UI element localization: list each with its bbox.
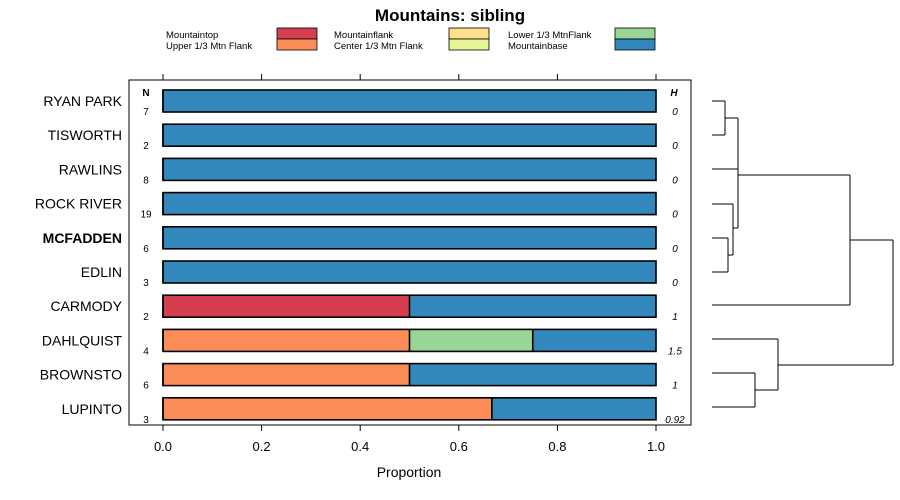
- x-tick-label: 0.4: [351, 439, 369, 454]
- bar-segment: [163, 192, 656, 215]
- legend-swatch: [276, 27, 318, 40]
- legend-swatch: [448, 27, 490, 40]
- bar-segment: [409, 363, 656, 386]
- bar-segment: [163, 90, 656, 112]
- rows: RYAN PARK 7 0 TISWORTH 2 0 RAWLINS 8 0 ROCK RIVER…: [35, 89, 685, 426]
- legend-label: Lower 1/3 MtnFlank: [508, 30, 592, 41]
- bar-outline: [162, 294, 657, 319]
- bar-outline: [162, 226, 657, 250]
- n-value: 2: [143, 312, 149, 323]
- legend-label: Center 1/3 Mtn Flank: [334, 41, 423, 52]
- h-value: 0: [672, 141, 678, 152]
- h-value: 0: [672, 278, 678, 289]
- x-tick-label: 0.6: [450, 439, 468, 454]
- category-label: DAHLQUIST: [42, 332, 123, 348]
- n-value: 3: [143, 278, 149, 289]
- h-value: 0.92: [665, 415, 685, 426]
- legend-swatch: [276, 38, 318, 51]
- bar-segment: [163, 329, 410, 352]
- category-label: MCFADDEN: [43, 230, 122, 246]
- bar-outline: [162, 396, 657, 421]
- bar-segment: [163, 158, 656, 181]
- dendrogram: [712, 100, 894, 408]
- bar-segment: [491, 397, 656, 420]
- bar-outline: [162, 191, 657, 216]
- category-label: BROWNSTO: [40, 367, 122, 383]
- x-tick-label: 1.0: [647, 439, 665, 454]
- category-label: ROCK RIVER: [35, 196, 122, 212]
- legend-swatch: [448, 38, 490, 51]
- h-value: 0: [672, 175, 678, 186]
- x-tick-label: 0.8: [548, 439, 566, 454]
- h-value: 1: [672, 312, 678, 323]
- legend-label: Mountaintop: [166, 30, 218, 41]
- h-value: 1: [672, 381, 678, 392]
- n-value: 6: [143, 381, 149, 392]
- x-axis-label: Proportion: [377, 464, 442, 480]
- n-column-header: N: [142, 88, 149, 99]
- legend-swatch: [614, 27, 656, 40]
- bar-segment: [163, 124, 656, 147]
- bar-outline: [162, 328, 657, 353]
- bar-outline: [162, 89, 657, 113]
- n-value: 2: [143, 141, 149, 152]
- n-value: 7: [143, 107, 149, 118]
- plot-frame: [128, 79, 692, 426]
- category-label: EDLIN: [81, 264, 122, 280]
- h-value: 0: [672, 107, 678, 118]
- legend-swatch: [614, 38, 656, 51]
- bar-segment: [163, 363, 410, 386]
- x-tick-label: 0.2: [253, 439, 271, 454]
- n-value: 8: [143, 175, 149, 186]
- bar-outline: [162, 362, 657, 387]
- bar-outline: [162, 157, 657, 182]
- legend-label: Mountainbase: [508, 41, 568, 52]
- h-value: 0: [672, 244, 678, 255]
- bar-segment: [163, 295, 410, 318]
- bar-outline: [162, 260, 657, 284]
- bar-segment: [163, 397, 492, 420]
- category-label: LUPINTO: [62, 401, 123, 417]
- category-label: RAWLINS: [59, 161, 122, 177]
- bar-segment: [532, 329, 656, 352]
- bar-segment: [163, 226, 656, 249]
- category-label: CARMODY: [50, 298, 122, 314]
- h-column-header: H: [670, 88, 678, 99]
- bar-segment: [409, 295, 656, 318]
- h-value: 0: [672, 210, 678, 221]
- x-axis: 0.0 0.2 0.4 0.6 0.8 1.0: [154, 74, 665, 454]
- n-value: 4: [143, 346, 149, 357]
- n-value: 19: [140, 210, 152, 221]
- bar-outline: [162, 123, 657, 147]
- x-tick-label: 0.0: [154, 439, 172, 454]
- legend-label: Upper 1/3 Mtn Flank: [166, 41, 252, 52]
- category-label: TISWORTH: [48, 127, 122, 143]
- n-value: 3: [143, 415, 149, 426]
- legend-label: Mountainflank: [334, 30, 393, 41]
- chart-title: Mountains: sibling: [375, 6, 525, 25]
- category-label: RYAN PARK: [43, 93, 122, 109]
- n-value: 6: [143, 244, 149, 255]
- bar-segment: [409, 329, 533, 352]
- bar-segment: [163, 261, 656, 283]
- h-value: 1.5: [668, 346, 682, 357]
